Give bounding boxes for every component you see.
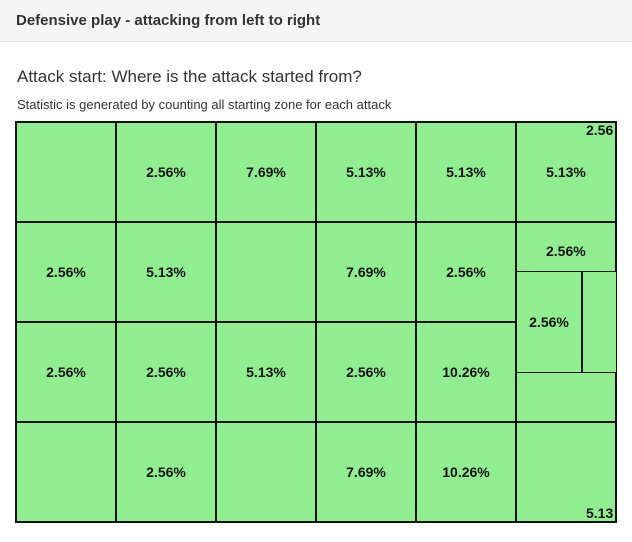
zone-r2-c4: 10.26% [415,321,517,423]
zone-r1-c0: 2.56% [15,221,117,323]
zone-r2-c0: 2.56% [15,321,117,423]
section-title: Attack start: Where is the attack starte… [17,67,362,86]
zone-r0-c3: 5.13% [315,121,417,223]
zone-r3-c4: 10.26% [415,421,517,523]
zone-r3-c3: 7.69% [315,421,417,523]
bottom-corner-label: 5.13 [586,505,614,521]
penalty-area-upper-label: 2.56% [546,243,586,259]
zone-r2-c1: 2.56% [115,321,217,423]
zone-r3-c2 [215,421,317,523]
zone-r0-c0 [15,121,117,223]
zone-r1-c1: 5.13% [115,221,217,323]
penalty-area-outline [515,271,617,373]
section-subtitle: Statistic is generated by counting all s… [17,97,392,112]
zone-r3-c5 [515,421,617,523]
zone-r3-c1: 2.56% [115,421,217,523]
zone-r0-c5: 5.13% [515,121,617,223]
goal-area-label: 2.56% [529,314,569,330]
zone-r1-c2 [215,221,317,323]
zone-r0-c2: 7.69% [215,121,317,223]
panel-title: Defensive play - attacking from left to … [16,12,321,29]
zone-r1-c4: 2.56% [415,221,517,323]
zone-r0-c4: 5.13% [415,121,517,223]
pitch-grid: 2.56% 7.69% 5.13% 5.13% 5.13% 2.56% 5.13… [15,121,617,523]
top-corner-label: 2.56 [586,122,614,138]
zone-r1-c3: 7.69% [315,221,417,323]
panel-header: Defensive play - attacking from left to … [0,0,632,42]
zone-r2-c3: 2.56% [315,321,417,423]
zone-r2-c2: 5.13% [215,321,317,423]
zone-r0-c1: 2.56% [115,121,217,223]
zone-r3-c0 [15,421,117,523]
